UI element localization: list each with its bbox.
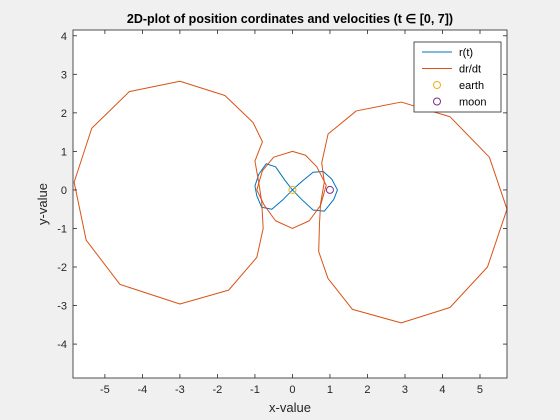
y-tick-label: -3 — [57, 301, 67, 313]
x-axis-label: x-value — [269, 400, 311, 415]
legend-label-1: dr/dt — [459, 64, 481, 76]
legend-label-0: r(t) — [459, 47, 473, 59]
y-tick-label: 0 — [61, 185, 67, 197]
x-tick-label: -4 — [138, 384, 148, 396]
y-tick-label: 3 — [61, 69, 67, 81]
marker-moon — [325, 185, 334, 194]
axes-frame — [72, 29, 508, 379]
x-tick-label: -2 — [213, 384, 223, 396]
y-axis-label: y-value — [35, 183, 50, 225]
x-tick-label: 1 — [327, 384, 333, 396]
series-line-2 — [73, 80, 264, 305]
x-tick-label: 0 — [289, 384, 295, 396]
series-layer — [73, 80, 508, 324]
y-tick-label: -2 — [57, 262, 67, 274]
legend[interactable]: r(t) dr/dt earth moon — [413, 41, 502, 113]
legend-swatch-2 — [433, 81, 441, 89]
legend-label-3: moon — [459, 97, 487, 109]
x-tick-label: 3 — [402, 384, 408, 396]
y-tick-label: 2 — [61, 108, 67, 120]
series-line-3 — [318, 101, 508, 324]
series-line-1 — [256, 150, 327, 229]
series-line-0 — [254, 163, 338, 212]
marker-earth — [288, 185, 297, 194]
ticks-layer: -5 -4 -3 -2 -1 0 1 2 3 4 5 -4 -3 -2 -1 0 1 2 3 4 — [57, 30, 507, 396]
chart-title: 2D-plot of position cordinates and veloc… — [127, 12, 453, 26]
x-tick-label: -1 — [250, 384, 260, 396]
legend-swatch-3 — [433, 97, 441, 106]
y-tick-label: 1 — [61, 146, 67, 158]
legend-label-2: earth — [459, 80, 484, 92]
x-tick-label: -3 — [175, 384, 185, 396]
y-tick-label: -4 — [57, 339, 67, 351]
y-tick-label: -1 — [57, 223, 67, 235]
x-tick-label: -5 — [100, 384, 110, 396]
x-tick-label: 2 — [364, 384, 370, 396]
y-tick-label: 4 — [61, 31, 67, 43]
legend-box — [413, 41, 502, 113]
x-tick-label: 5 — [477, 384, 483, 396]
x-tick-label: 4 — [439, 384, 445, 396]
